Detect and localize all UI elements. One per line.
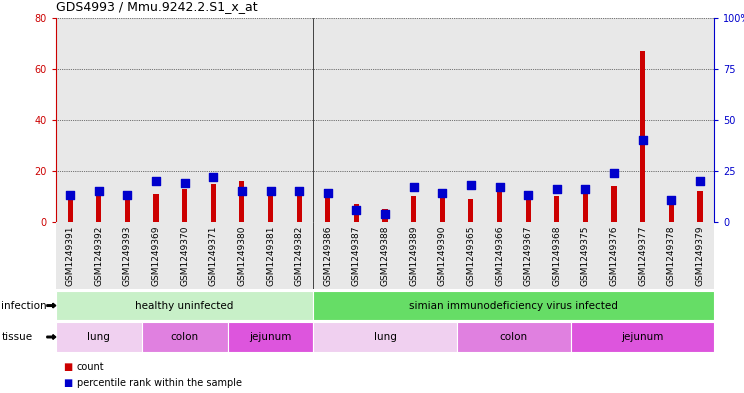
Text: GSM1249393: GSM1249393 bbox=[123, 225, 132, 286]
Text: GSM1249375: GSM1249375 bbox=[581, 225, 590, 286]
Text: GSM1249378: GSM1249378 bbox=[667, 225, 676, 286]
Text: GSM1249367: GSM1249367 bbox=[524, 225, 533, 286]
Point bbox=[522, 192, 534, 198]
Text: GSM1249386: GSM1249386 bbox=[323, 225, 333, 286]
Bar bbox=[96, 191, 101, 222]
Text: count: count bbox=[77, 362, 104, 373]
Point bbox=[322, 190, 334, 196]
Point bbox=[408, 184, 420, 191]
Bar bbox=[211, 184, 216, 222]
Bar bbox=[68, 196, 73, 222]
Point bbox=[580, 186, 591, 193]
Point bbox=[694, 178, 706, 184]
Point bbox=[436, 190, 448, 196]
Bar bbox=[240, 181, 245, 222]
Point bbox=[265, 188, 277, 195]
Bar bbox=[313, 291, 714, 320]
Point bbox=[493, 184, 505, 191]
Text: lung: lung bbox=[87, 332, 110, 342]
Text: GSM1249370: GSM1249370 bbox=[180, 225, 189, 286]
Point bbox=[64, 192, 76, 198]
Point bbox=[150, 178, 162, 184]
Bar bbox=[525, 199, 530, 222]
Text: GSM1249387: GSM1249387 bbox=[352, 225, 361, 286]
Bar bbox=[382, 209, 388, 222]
Bar bbox=[612, 186, 617, 222]
Bar bbox=[297, 191, 302, 222]
Bar bbox=[268, 189, 273, 222]
Bar bbox=[182, 189, 187, 222]
Bar bbox=[313, 322, 457, 352]
Bar bbox=[411, 196, 416, 222]
Bar bbox=[669, 199, 674, 222]
Text: lung: lung bbox=[373, 332, 397, 342]
Text: jejunum: jejunum bbox=[249, 332, 292, 342]
Bar bbox=[56, 291, 313, 320]
Point bbox=[379, 211, 391, 217]
Bar bbox=[457, 322, 571, 352]
Bar bbox=[640, 51, 645, 222]
Point bbox=[208, 174, 219, 180]
Point bbox=[179, 180, 190, 186]
Text: infection: infection bbox=[1, 301, 47, 310]
Text: GSM1249379: GSM1249379 bbox=[696, 225, 705, 286]
Text: percentile rank within the sample: percentile rank within the sample bbox=[77, 378, 242, 388]
Text: GSM1249388: GSM1249388 bbox=[380, 225, 390, 286]
Point bbox=[608, 170, 620, 176]
Bar bbox=[325, 191, 330, 222]
Text: GSM1249380: GSM1249380 bbox=[237, 225, 246, 286]
Text: jejunum: jejunum bbox=[621, 332, 664, 342]
Bar bbox=[141, 322, 228, 352]
Text: GSM1249392: GSM1249392 bbox=[94, 225, 103, 286]
Bar bbox=[583, 189, 588, 222]
Point bbox=[293, 188, 305, 195]
Text: GSM1249376: GSM1249376 bbox=[609, 225, 618, 286]
Point bbox=[465, 182, 477, 188]
Bar bbox=[56, 222, 714, 289]
Bar bbox=[228, 322, 313, 352]
Point bbox=[665, 196, 677, 203]
Text: colon: colon bbox=[500, 332, 528, 342]
Text: GSM1249389: GSM1249389 bbox=[409, 225, 418, 286]
Point bbox=[121, 192, 133, 198]
Text: GSM1249366: GSM1249366 bbox=[495, 225, 504, 286]
Text: GSM1249368: GSM1249368 bbox=[552, 225, 561, 286]
Bar bbox=[354, 204, 359, 222]
Point bbox=[637, 137, 649, 143]
Bar bbox=[571, 322, 714, 352]
Text: GSM1249391: GSM1249391 bbox=[65, 225, 74, 286]
Bar bbox=[497, 191, 502, 222]
Text: ■: ■ bbox=[63, 378, 72, 388]
Text: GSM1249390: GSM1249390 bbox=[437, 225, 447, 286]
Text: GSM1249382: GSM1249382 bbox=[295, 225, 304, 286]
Bar bbox=[697, 191, 702, 222]
Text: simian immunodeficiency virus infected: simian immunodeficiency virus infected bbox=[409, 301, 618, 310]
Point bbox=[93, 188, 105, 195]
Text: GSM1249369: GSM1249369 bbox=[152, 225, 161, 286]
Text: healthy uninfected: healthy uninfected bbox=[135, 301, 234, 310]
Point bbox=[236, 188, 248, 195]
Text: GSM1249381: GSM1249381 bbox=[266, 225, 275, 286]
Text: ■: ■ bbox=[63, 362, 72, 373]
Bar bbox=[125, 196, 130, 222]
Text: GDS4993 / Mmu.9242.2.S1_x_at: GDS4993 / Mmu.9242.2.S1_x_at bbox=[56, 0, 257, 13]
Bar bbox=[56, 322, 141, 352]
Point bbox=[350, 207, 362, 213]
Text: tissue: tissue bbox=[1, 332, 33, 342]
Bar bbox=[440, 194, 445, 222]
Bar bbox=[153, 194, 158, 222]
Text: GSM1249371: GSM1249371 bbox=[209, 225, 218, 286]
Bar bbox=[554, 196, 559, 222]
Text: GSM1249377: GSM1249377 bbox=[638, 225, 647, 286]
Text: GSM1249365: GSM1249365 bbox=[466, 225, 475, 286]
Bar bbox=[468, 199, 473, 222]
Point bbox=[551, 186, 562, 193]
Text: colon: colon bbox=[170, 332, 199, 342]
